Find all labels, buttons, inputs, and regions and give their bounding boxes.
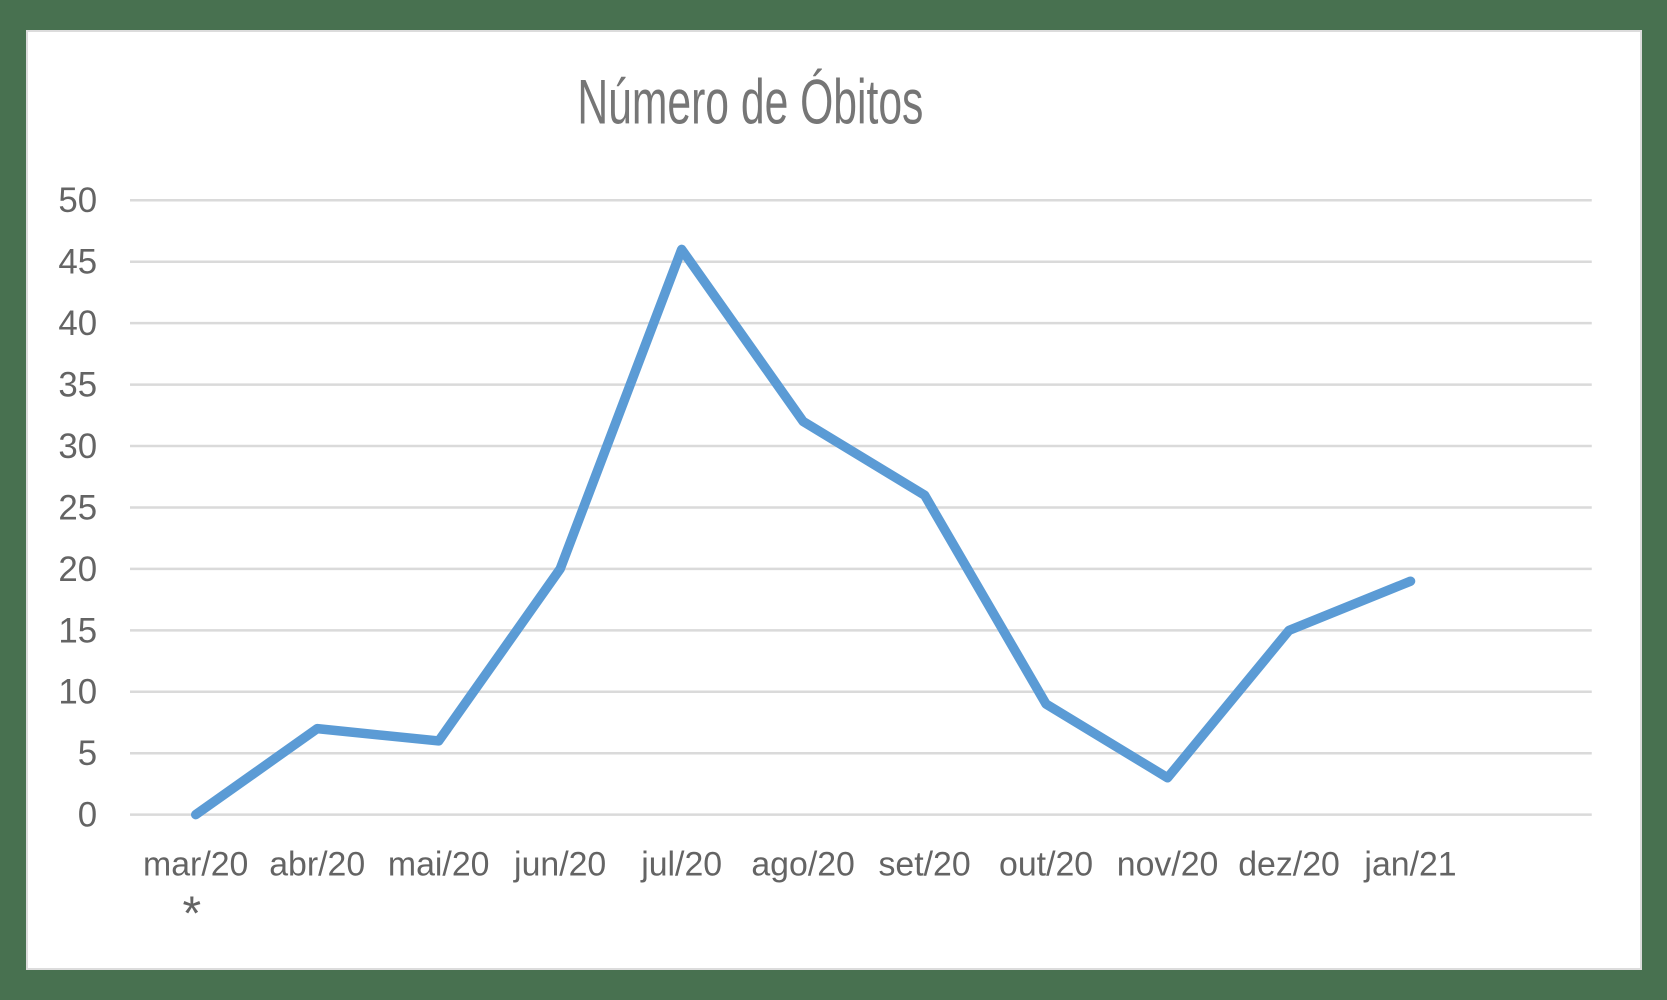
y-tick-label: 45 bbox=[58, 243, 97, 282]
x-axis-labels: mar/20 * abr/20 mai/20 jun/20 jul/20 ago/20 set… bbox=[143, 845, 1457, 941]
y-tick-label: 0 bbox=[78, 796, 97, 835]
x-tick-label: abr/20 bbox=[269, 845, 365, 883]
y-tick-label: 25 bbox=[58, 488, 97, 527]
x-tick-label: mai/20 bbox=[388, 845, 490, 883]
y-tick-label: 5 bbox=[78, 734, 97, 773]
y-tick-label: 40 bbox=[58, 304, 97, 343]
gridlines bbox=[130, 199, 1592, 816]
y-tick-label: 10 bbox=[58, 673, 97, 712]
y-tick-label: 50 bbox=[58, 181, 97, 220]
data-series bbox=[190, 244, 1416, 820]
data-series-line bbox=[190, 244, 1416, 820]
y-tick-label: 35 bbox=[58, 366, 97, 405]
y-tick-label: 20 bbox=[58, 550, 97, 589]
x-tick-label: ago/20 bbox=[751, 845, 855, 883]
x-tick-label: set/20 bbox=[879, 845, 971, 883]
x-tick-label: jan/21 bbox=[1363, 845, 1456, 883]
chart-title: Número de Óbitos bbox=[577, 67, 923, 137]
x-tick-label: jul/20 bbox=[640, 845, 722, 883]
x-tick-label: nov/20 bbox=[1117, 845, 1219, 883]
x-tick-label: dez/20 bbox=[1238, 845, 1340, 883]
x-tick-label: out/20 bbox=[999, 845, 1093, 883]
footnote-asterisk: * bbox=[182, 888, 201, 941]
chart-canvas[interactable]: Número de Óbitos 0 5 10 15 20 25 30 35 40 45 50 ma… bbox=[26, 30, 1642, 970]
x-tick-label: mar/20 bbox=[143, 845, 248, 883]
line-chart-plot: Número de Óbitos 0 5 10 15 20 25 30 35 40 45 50 ma… bbox=[58, 67, 1592, 941]
y-tick-label: 15 bbox=[58, 611, 97, 650]
y-axis-labels: 0 5 10 15 20 25 30 35 40 45 50 bbox=[58, 181, 97, 834]
y-tick-label: 30 bbox=[58, 427, 97, 466]
x-tick-label: jun/20 bbox=[513, 845, 606, 883]
